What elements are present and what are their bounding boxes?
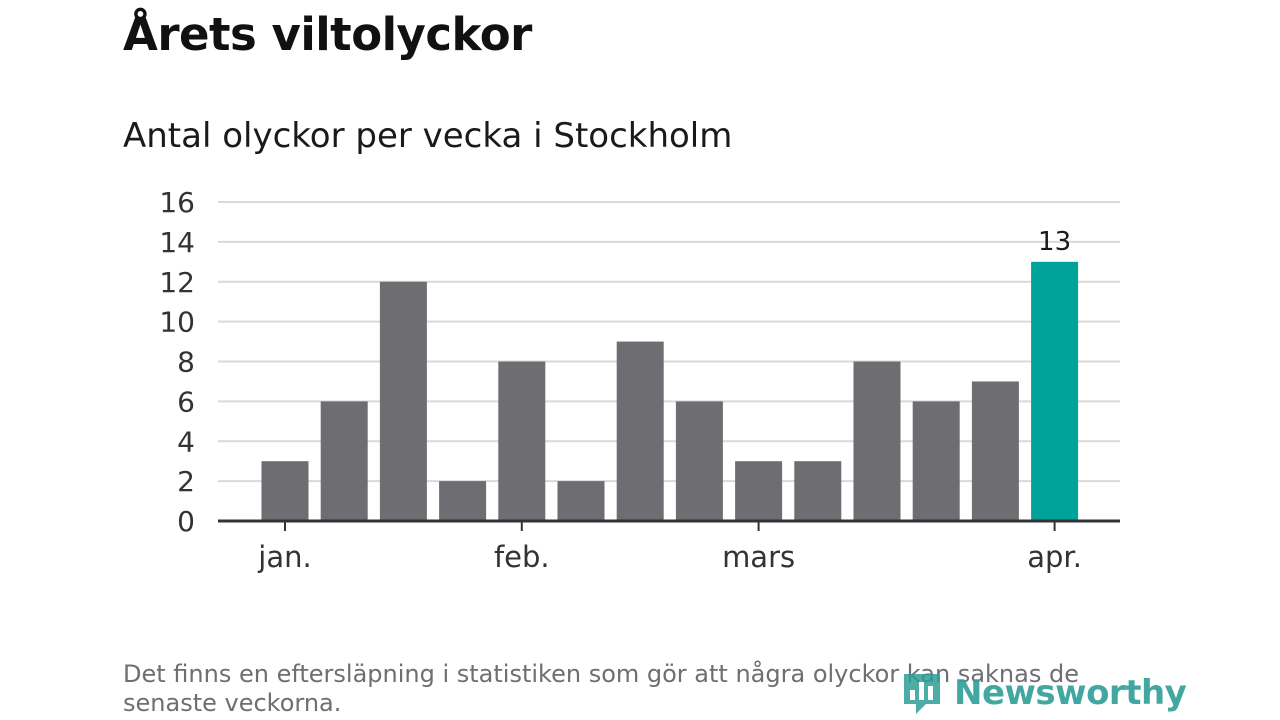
newsworthy-logo-icon bbox=[904, 674, 940, 714]
newsworthy-logo: Newsworthy bbox=[900, 668, 1187, 718]
x-tick-label: mars bbox=[722, 540, 795, 574]
y-tick-label: 4 bbox=[177, 425, 195, 458]
y-tick-label: 0 bbox=[177, 505, 195, 538]
bar bbox=[735, 461, 783, 521]
x-tick-label: apr. bbox=[1027, 540, 1082, 574]
bar bbox=[616, 341, 664, 521]
x-tick-label: feb. bbox=[494, 540, 550, 574]
x-axis-ticks: jan. feb. mars apr. bbox=[257, 521, 1082, 574]
x-tick-label: jan. bbox=[257, 540, 311, 574]
bar bbox=[320, 401, 368, 521]
bar bbox=[498, 361, 546, 521]
data-label: 13 bbox=[1038, 227, 1071, 257]
bar bbox=[439, 481, 487, 521]
y-tick-label: 12 bbox=[159, 266, 195, 299]
grid-lines bbox=[218, 201, 1120, 483]
data-labels: 13 bbox=[1038, 227, 1071, 257]
bar bbox=[557, 481, 605, 521]
logo-text: Newsworthy bbox=[954, 673, 1187, 713]
bars bbox=[261, 261, 1079, 521]
chart-subtitle: Antal olyckor per vecka i Stockholm bbox=[123, 116, 733, 156]
y-tick-label: 6 bbox=[177, 385, 195, 418]
y-tick-label: 10 bbox=[159, 306, 195, 339]
bar bbox=[261, 461, 309, 521]
bar-chart: 0 2 4 6 8 10 12 14 16 13 jan. feb. mars apr. bbox=[159, 186, 1120, 574]
y-tick-label: 8 bbox=[177, 346, 195, 379]
bar bbox=[675, 401, 723, 521]
y-tick-label: 2 bbox=[177, 465, 195, 498]
y-axis-ticks: 0 2 4 6 8 10 12 14 16 bbox=[159, 186, 195, 538]
y-tick-label: 14 bbox=[159, 226, 195, 259]
bar bbox=[853, 361, 901, 521]
bar bbox=[912, 401, 960, 521]
bar bbox=[379, 281, 427, 521]
bar bbox=[971, 381, 1019, 521]
chart-title: Årets viltolyckor bbox=[123, 8, 532, 61]
bar-highlight bbox=[1031, 261, 1079, 521]
y-tick-label: 16 bbox=[159, 186, 195, 219]
bar bbox=[794, 461, 842, 521]
